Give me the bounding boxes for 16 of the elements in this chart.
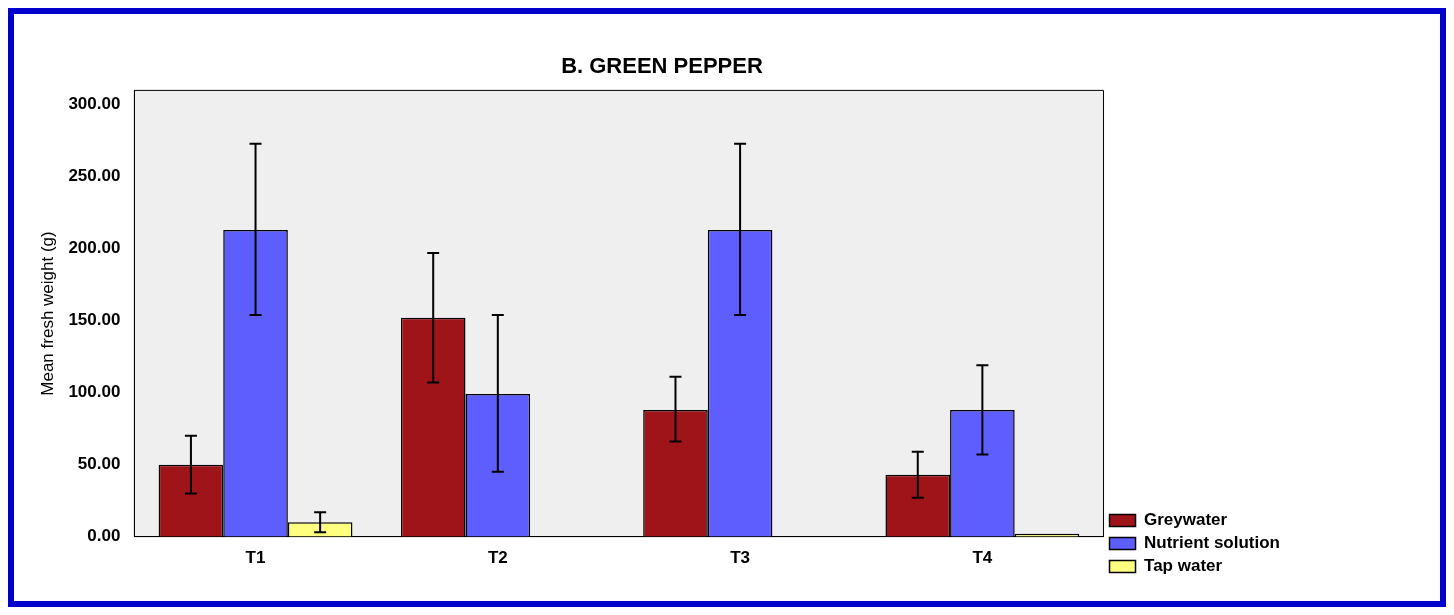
x-tick-label: T1 bbox=[245, 548, 266, 568]
y-tick-label: 200.00 bbox=[68, 238, 121, 258]
x-tick-label: T3 bbox=[730, 548, 751, 568]
x-tick-label: T4 bbox=[972, 548, 993, 568]
legend-label: Nutrient solution bbox=[1144, 533, 1280, 553]
y-axis-title: Mean fresh weight (g) bbox=[37, 231, 57, 396]
y-tick-label: 100.00 bbox=[68, 382, 121, 402]
chart-title: B. GREEN PEPPER bbox=[561, 53, 763, 79]
y-tick-label: 300.00 bbox=[68, 94, 121, 114]
y-tick-label: 150.00 bbox=[68, 310, 121, 330]
x-tick-label: T2 bbox=[487, 548, 508, 568]
y-tick-label: 50.00 bbox=[77, 454, 121, 474]
legend-label: Greywater bbox=[1144, 510, 1228, 530]
y-tick-label: 0.00 bbox=[87, 526, 121, 546]
legend-label: Tap water bbox=[1144, 556, 1223, 576]
y-tick-label: 250.00 bbox=[68, 166, 121, 186]
